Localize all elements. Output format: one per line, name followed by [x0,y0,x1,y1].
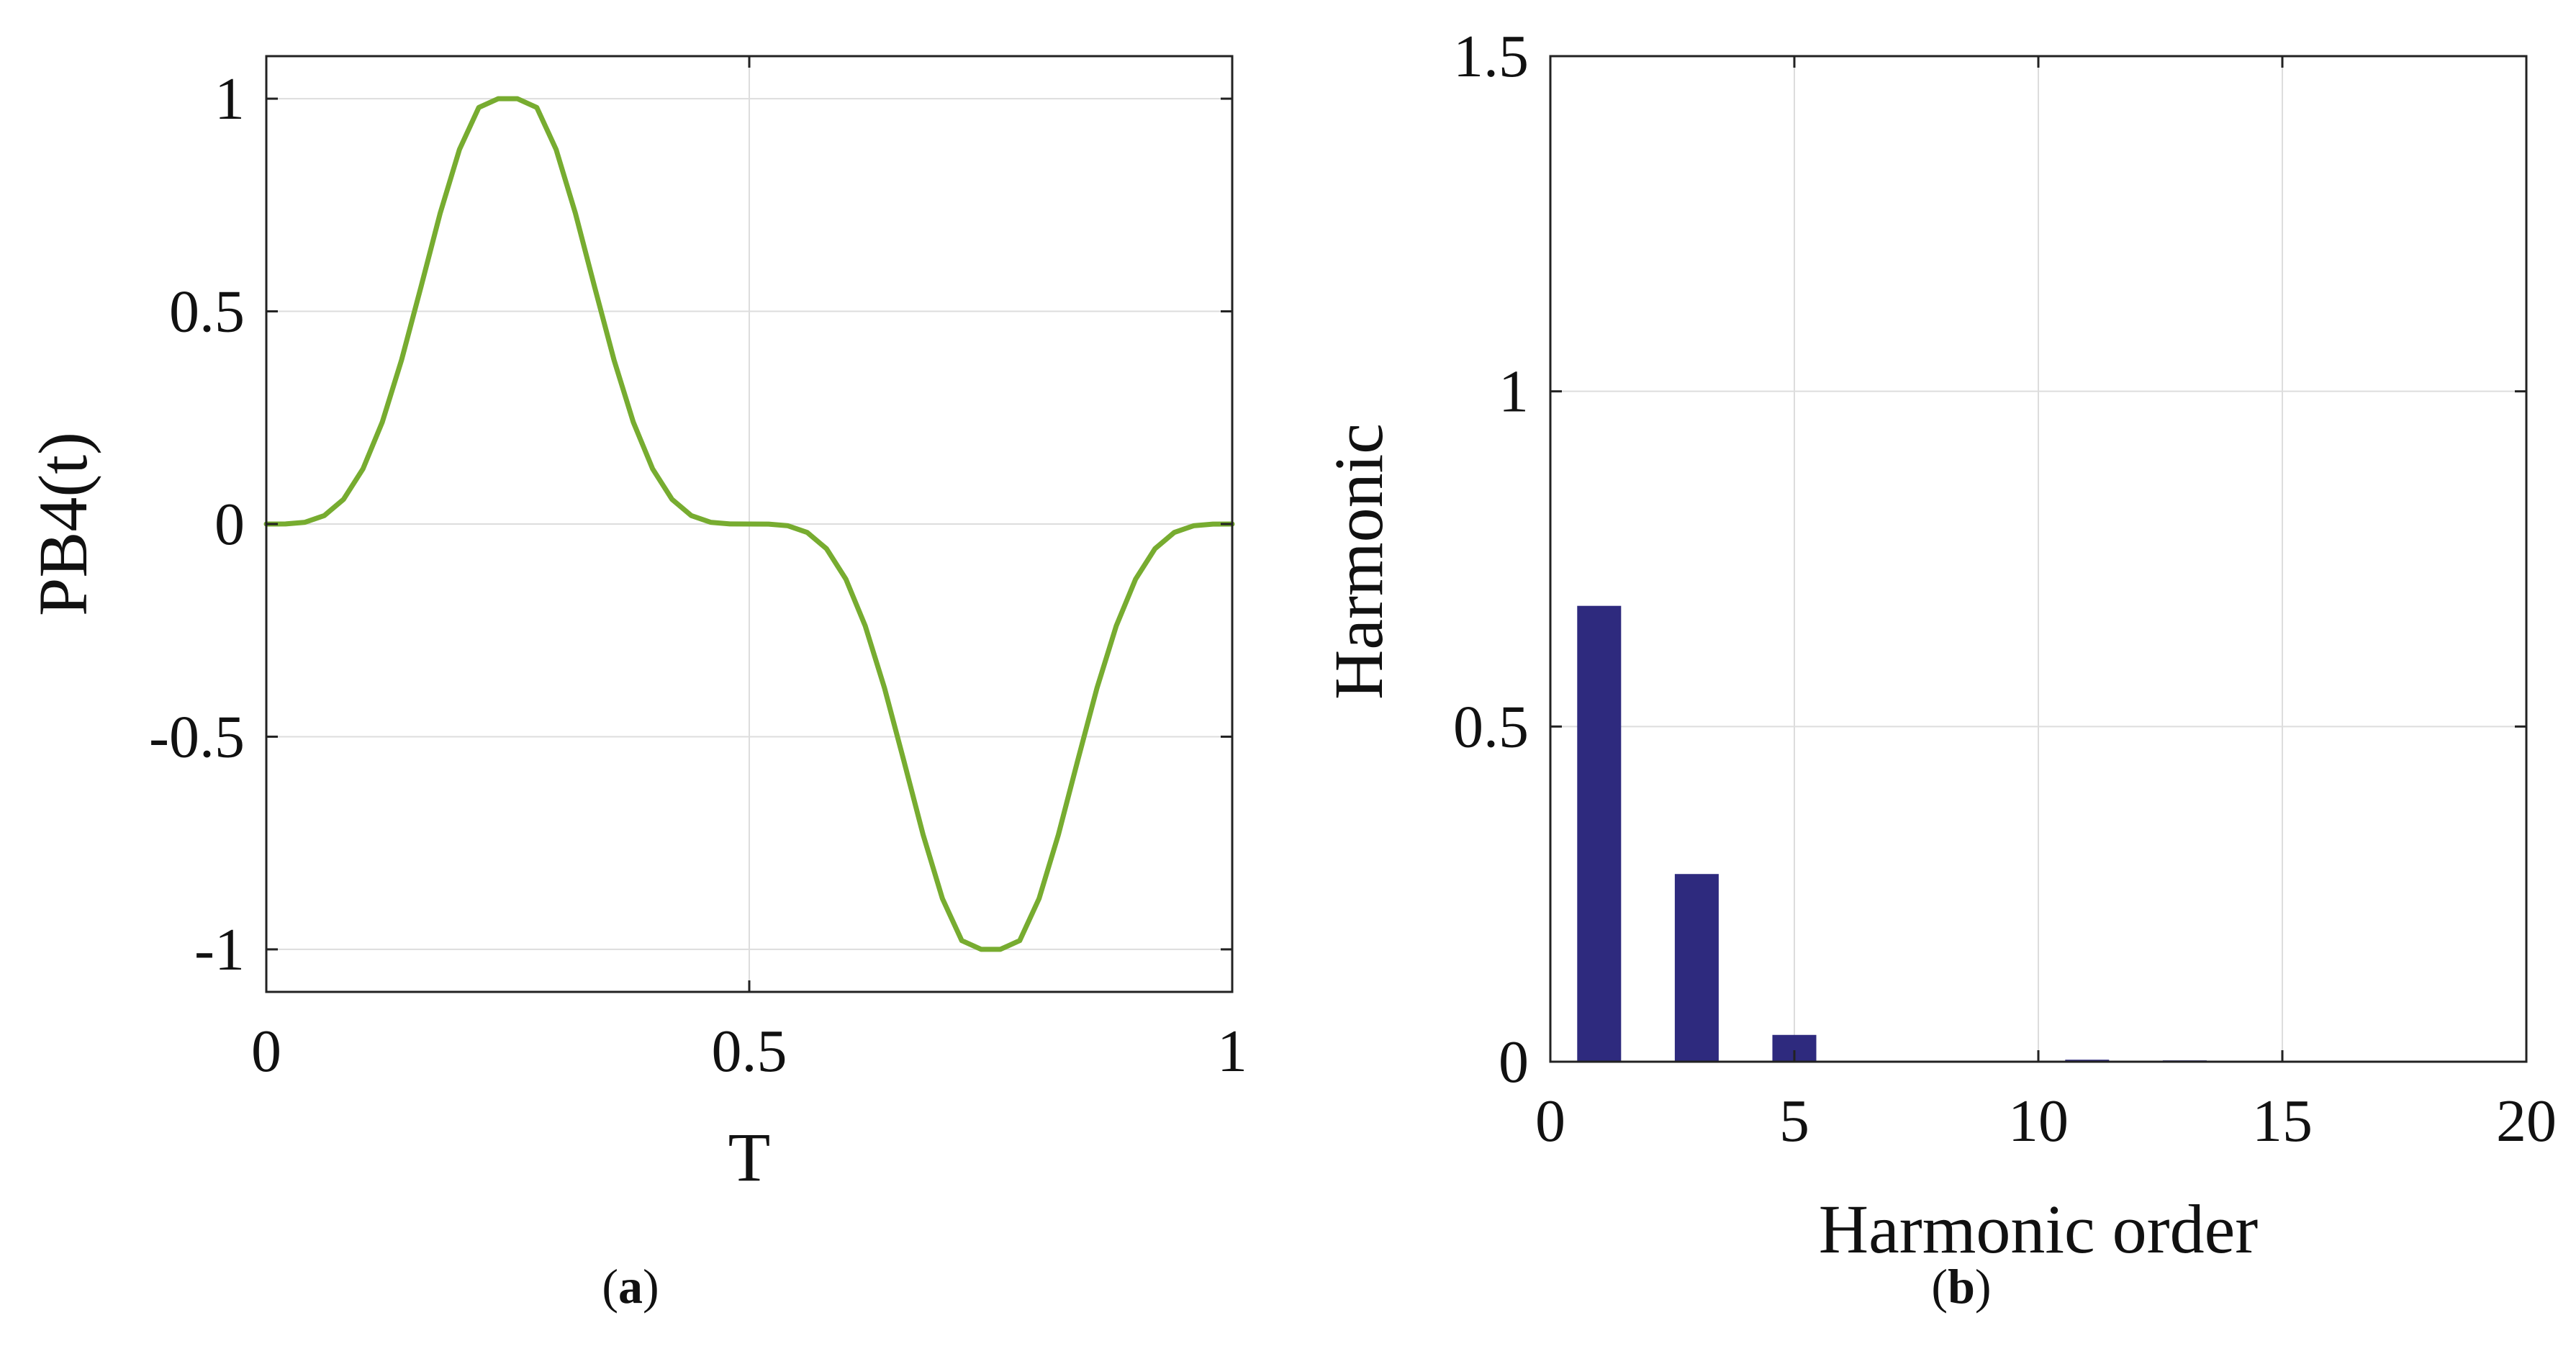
panel-a-x-tick-label: 0.5 [712,1018,787,1085]
panel-b-bar-order-3 [1674,874,1719,1062]
panel-a-caption-close: ) [643,1259,659,1314]
panel-b-x-tick-label: 15 [2252,1088,2313,1155]
panel-a-y-tick-label: 1 [214,66,245,132]
panel-b-y-tick-label: 0 [1499,1029,1529,1096]
panel-b-bar-chart: 0 5 10 15 20 0 0.5 1 1.5 Harmonic order Harmoni… [1320,23,2557,1314]
panel-a-y-tick-label: -1 [194,916,245,983]
panel-a-y-tick-labels: -1 -0.5 0 0.5 1 [149,66,245,983]
panel-a-caption-open: ( [602,1259,618,1314]
panel-b-x-tick-label: 10 [2008,1088,2069,1155]
panel-b-x-tick-labels: 0 5 10 15 20 [1535,1088,2557,1155]
panel-a-caption-letter: a [618,1259,643,1314]
panel-b-y-tick-labels: 0 0.5 1 1.5 [1453,23,1529,1096]
panel-b-bars [1577,605,2305,1062]
panel-a-pb4-series-line [263,96,1235,952]
panel-b-x-axis-label: Harmonic order [1819,1191,2258,1268]
panel-b-gridlines [1550,56,2526,1062]
panel-a-tick-marks [265,56,1234,992]
panel-b-x-tick-label: 20 [2496,1088,2557,1155]
panel-a-x-tick-label: 0 [251,1018,281,1085]
panel-a-caption: (a) [602,1259,659,1314]
panel-b-y-tick-label: 0.5 [1453,693,1529,760]
panel-b-y-tick-label: 1 [1499,358,1529,425]
panel-b-caption-open: ( [1931,1259,1948,1314]
panel-b-y-axis-label: Harmonic [1320,423,1397,700]
panel-a-x-tick-labels: 0 0.5 1 [251,1018,1247,1085]
panel-a-line-chart: 0 0.5 1 -1-0.500.51 T PB4(t) (a) [24,55,1247,1314]
panel-b-caption: (b) [1931,1259,1991,1314]
panel-b-caption-letter: b [1948,1259,1975,1314]
panel-a-x-axis-label: T [728,1119,771,1196]
panel-b-y-tick-label: 1.5 [1453,23,1529,90]
panel-a-y-tick-label: -0.5 [149,703,245,770]
panel-a-y-tick-label: 0.5 [169,279,245,346]
panel-b-caption-close: ) [1975,1259,1992,1314]
panel-a-y-axis-label: PB4(t) [24,432,101,616]
panel-b-x-tick-label: 5 [1779,1088,1809,1155]
panel-b-tick-marks [1549,55,2528,1063]
panel-a-y-tick-label: 0 [214,491,245,558]
panel-a-x-tick-label: 1 [1217,1018,1247,1085]
panel-a-gridlines [266,56,1232,992]
panel-b-bar-order-1 [1577,605,1622,1062]
panel-b-x-tick-label: 0 [1535,1088,1565,1155]
